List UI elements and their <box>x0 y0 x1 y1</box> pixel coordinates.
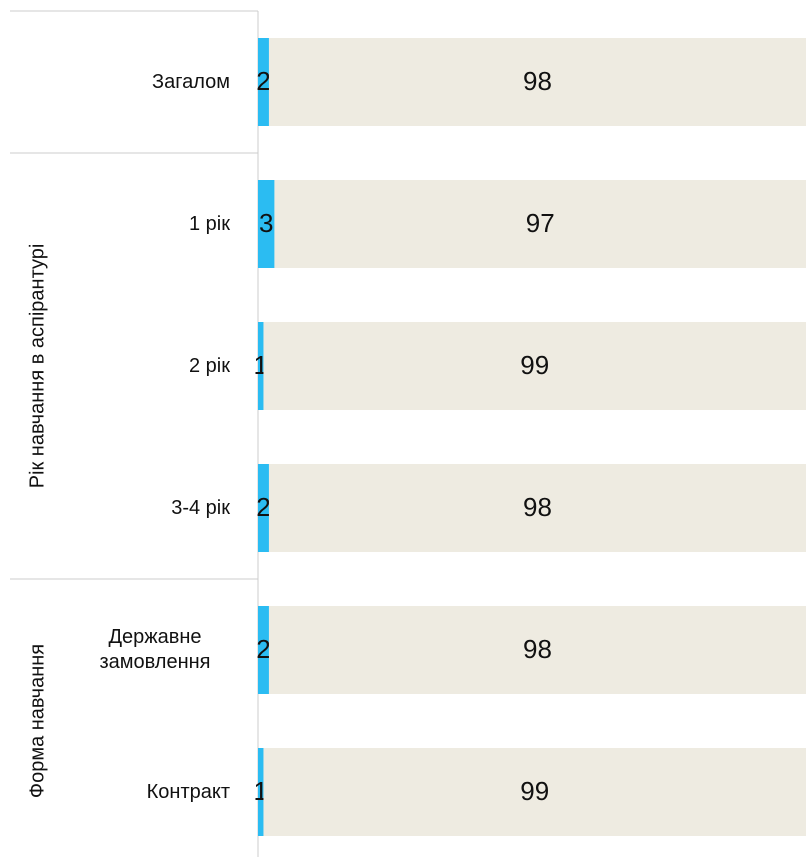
bar-segment <box>263 322 806 410</box>
value-label: 99 <box>520 776 549 806</box>
bar-segment <box>263 748 806 836</box>
category-label-box: Контракт <box>147 748 230 836</box>
bar-segment <box>258 38 269 126</box>
value-label: 98 <box>523 66 552 96</box>
category-label: 2 рік <box>189 354 230 377</box>
category-label: 1 рік <box>189 212 230 235</box>
value-label: 99 <box>520 350 549 380</box>
bar-segment <box>268 606 806 694</box>
value-label: 3 <box>259 208 273 238</box>
bar-segment <box>258 464 269 552</box>
value-label: 2 <box>256 66 270 96</box>
value-label: 98 <box>523 634 552 664</box>
value-label: 97 <box>526 208 555 238</box>
bar-segment <box>258 322 264 410</box>
category-label: Загалом <box>152 70 230 93</box>
group-label: Форма навчання <box>26 644 48 798</box>
value-label: 2 <box>256 634 270 664</box>
category-label-box: 3-4 рік <box>171 464 230 552</box>
category-label-box: 2 рік <box>189 322 230 410</box>
bar-segment <box>268 464 806 552</box>
value-label: 2 <box>256 492 270 522</box>
category-label: Державне замовлення <box>99 626 211 673</box>
category-label: 3-4 рік <box>171 496 230 519</box>
bar-segment <box>274 180 806 268</box>
value-label: 98 <box>523 492 552 522</box>
group-label: Рік навчання в аспірантурі <box>26 244 48 489</box>
category-label: Контракт <box>146 780 230 803</box>
category-label-box: 1 рік <box>189 180 230 268</box>
bar-segment <box>258 748 264 836</box>
bar-segment <box>258 606 269 694</box>
bar-segment <box>258 180 275 268</box>
category-label-box: Державне замовлення <box>80 606 230 694</box>
bar-segment <box>268 38 806 126</box>
category-label-box: Загалом <box>152 38 230 126</box>
